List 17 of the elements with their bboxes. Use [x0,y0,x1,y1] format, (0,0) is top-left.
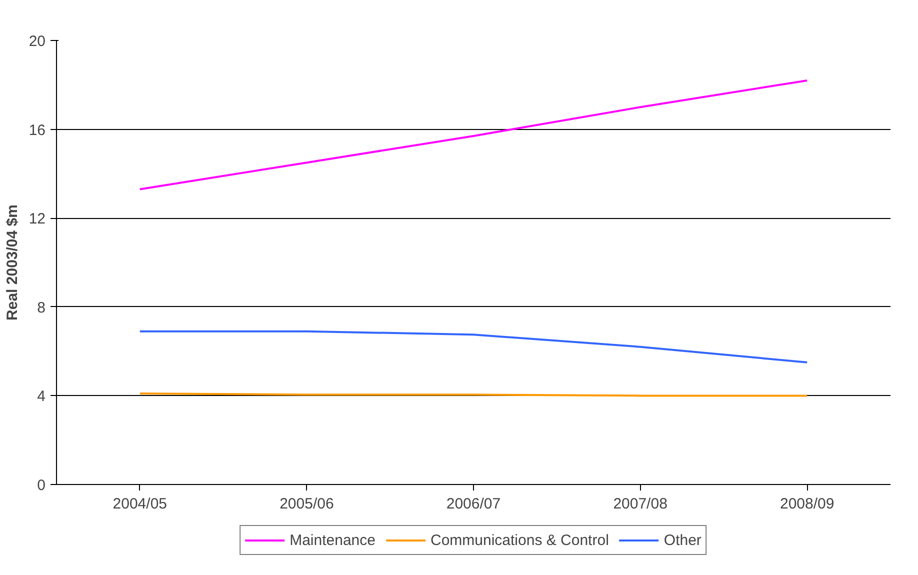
line-series [138,330,808,364]
y-tick-label: 20 [28,33,46,50]
x-tick-label: 2005/06 [280,496,334,512]
x-tick-label: 2004/05 [112,496,168,512]
y-tick-label: 16 [28,122,46,139]
y-tick-label: 4 [37,388,46,406]
x-tick-label: 2007/08 [613,496,668,512]
legend-label: Other [664,532,702,548]
legend-label: Maintenance [290,532,376,548]
x-tick-label: 2006/07 [446,496,501,512]
y-tick-label: 8 [37,299,46,316]
y-axis-title: Real 2003/04 $m [4,204,21,320]
y-tick-label: 0 [37,477,46,494]
y-tick-label: 12 [28,210,46,228]
x-tick-label: 2008/09 [780,496,834,512]
line-series [138,79,808,190]
legend-label: Communications & Control [430,532,609,548]
